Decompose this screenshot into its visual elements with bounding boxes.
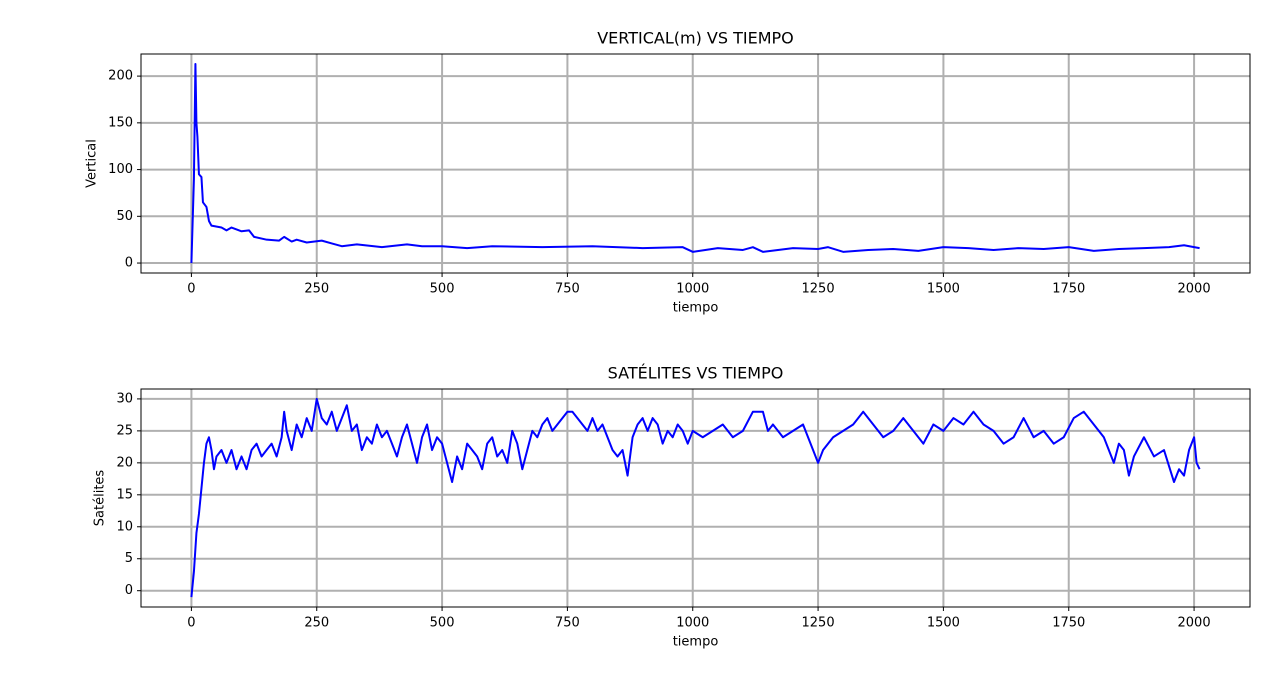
x-tick-label: 1000 (676, 282, 709, 297)
plot-area (141, 54, 1250, 273)
x-tick-label: 250 (304, 616, 329, 631)
x-tick-label: 500 (430, 282, 455, 297)
y-tick-label: 50 (116, 209, 133, 224)
x-tick-label: 1500 (927, 282, 960, 297)
x-tick-label: 1750 (1052, 282, 1085, 297)
y-axis-label: Satélites (93, 470, 108, 527)
y-tick-label: 20 (116, 455, 133, 470)
x-tick-label: 0 (187, 282, 195, 297)
x-tick-label: 0 (187, 616, 195, 631)
x-axis-label: tiempo (673, 301, 719, 316)
axes-frame (140, 53, 1251, 274)
x-tick-label: 1250 (802, 616, 835, 631)
x-tick-label: 750 (555, 282, 580, 297)
plot-area (141, 389, 1250, 607)
axes-frame (140, 388, 1251, 608)
x-tick-label: 750 (555, 616, 580, 631)
y-tick-label: 25 (116, 423, 133, 438)
x-axis-label: tiempo (673, 635, 719, 650)
y-tick-label: 0 (125, 583, 133, 598)
chart-title: SATÉLITES VS TIEMPO (608, 364, 784, 383)
y-tick-label: 30 (116, 391, 133, 406)
y-tick-label: 5 (125, 551, 133, 566)
y-tick-label: 100 (108, 162, 133, 177)
x-tick-label: 1250 (802, 282, 835, 297)
x-tick-label: 1750 (1052, 616, 1085, 631)
data-line (190, 62, 1200, 264)
x-tick-label: 250 (304, 282, 329, 297)
x-tick-label: 1000 (676, 616, 709, 631)
y-tick-label: 150 (108, 115, 133, 130)
chart-title: VERTICAL(m) VS TIEMPO (597, 29, 794, 48)
y-tick-label: 0 (125, 256, 133, 271)
x-tick-label: 2000 (1178, 282, 1211, 297)
y-axis-label: Vertical (85, 139, 100, 188)
y-tick-label: 10 (116, 519, 133, 534)
x-tick-label: 1500 (927, 616, 960, 631)
data-line (190, 397, 1201, 598)
y-tick-label: 15 (116, 487, 133, 502)
x-tick-label: 2000 (1178, 616, 1211, 631)
x-tick-label: 500 (430, 616, 455, 631)
y-tick-label: 200 (108, 69, 133, 84)
